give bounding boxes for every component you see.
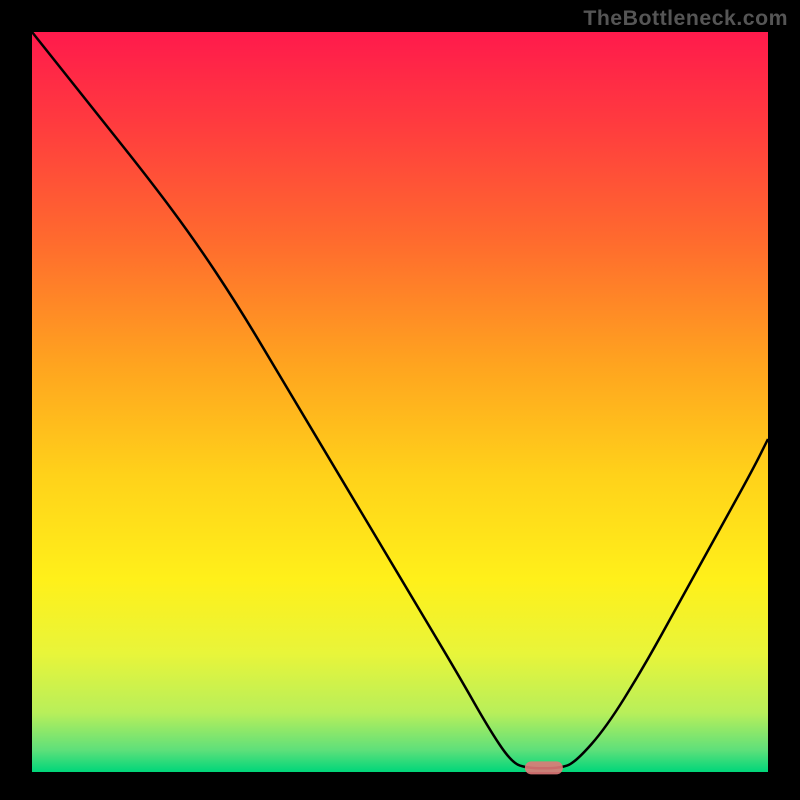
curve-line (32, 32, 768, 772)
plot-area (32, 32, 768, 772)
watermark-text: TheBottleneck.com (583, 6, 788, 31)
curve-path (32, 32, 768, 768)
optimum-marker (524, 761, 562, 774)
chart-container: TheBottleneck.com (0, 0, 800, 800)
